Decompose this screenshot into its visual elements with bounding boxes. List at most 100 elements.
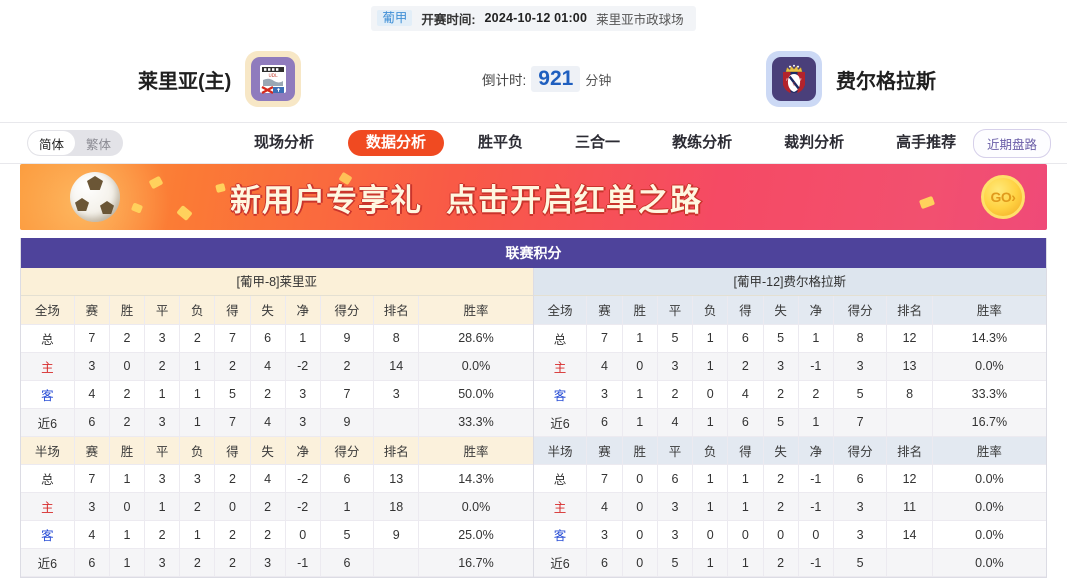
table-cell: 4 (657, 408, 694, 437)
table-row: 总 7 1 5 1 6 5 1 8 12 14.3% (533, 324, 1046, 353)
table-cell: 1 (179, 380, 216, 409)
table-cell: 4 (74, 520, 110, 549)
table-cell: 14.3% (932, 324, 1046, 353)
table-cell: 1 (622, 380, 658, 409)
countdown: 倒计时: 921 分钟 (482, 66, 611, 92)
table-cell: 12 (886, 464, 933, 493)
tab-three-in-one[interactable]: 三合一 (575, 134, 621, 151)
table-cell: 2 (214, 548, 251, 577)
table-cell: 28.6% (418, 324, 533, 353)
countdown-unit: 分钟 (585, 73, 612, 88)
table-cell: 1 (622, 408, 658, 437)
row-scope-label: 客 (533, 380, 588, 409)
svg-text:F: F (800, 78, 802, 82)
table-cell: 4 (250, 464, 286, 493)
column-header: 胜 (622, 436, 658, 465)
table-cell: 2 (179, 324, 216, 353)
table-cell: 3 (657, 352, 694, 381)
table-cell: 2 (798, 380, 834, 409)
table-cell: 8 (373, 324, 420, 353)
table-cell: 3 (833, 352, 888, 381)
table-cell: 1 (727, 548, 764, 577)
table-cell: 1 (144, 380, 181, 409)
table-cell: 3 (833, 520, 888, 549)
table-cell: 3 (586, 380, 623, 409)
table-cell: 2 (109, 324, 146, 353)
table-cell: 5 (833, 548, 888, 577)
navigation-bar: 简体 繁体 现场分析 数据分析 胜平负 三合一 教练分析 裁判分析 高手推荐 近… (0, 122, 1067, 164)
tab-expert-picks[interactable]: 高手推荐 (896, 134, 957, 151)
table-cell: 0.0% (932, 520, 1046, 549)
countdown-label: 倒计时: (482, 73, 527, 88)
tab-coach-analysis[interactable]: 教练分析 (672, 134, 733, 151)
table-cell: 5 (763, 408, 799, 437)
table-cell: 0 (109, 492, 146, 521)
tab-live-analysis[interactable]: 现场分析 (254, 134, 315, 151)
table-cell: 3 (657, 520, 694, 549)
column-header: 得分 (320, 296, 375, 325)
table-cell: 6 (586, 408, 623, 437)
table-cell: 13 (886, 352, 933, 381)
lang-traditional[interactable]: 繁体 (86, 137, 112, 152)
table-cell: 1 (692, 548, 729, 577)
column-header: 失 (250, 436, 286, 465)
column-header: 失 (763, 296, 799, 325)
table-cell: 9 (320, 408, 375, 437)
tab-win-draw-lose[interactable]: 胜平负 (478, 134, 524, 151)
promo-text-primary: 新用户专享礼 (230, 182, 422, 218)
table-cell: 0 (622, 464, 658, 493)
tab-referee-analysis[interactable]: 裁判分析 (784, 134, 845, 151)
row-scope-label: 总 (21, 464, 75, 493)
column-header: 平 (657, 296, 694, 325)
row-scope-label: 总 (533, 324, 588, 353)
table-cell: 1 (144, 492, 181, 521)
table-cell: 2 (214, 464, 251, 493)
table-cell: 1 (692, 492, 729, 521)
table-cell: 6 (833, 464, 888, 493)
away-team-block[interactable]: C F F 费尔格拉斯 (766, 51, 936, 107)
league-tag[interactable]: 葡甲 (377, 9, 413, 27)
row-scope-label: 近6 (533, 408, 588, 437)
table-cell: -1 (798, 352, 834, 381)
table-header-row: 半场赛胜平负得失净得分 排名 胜率 (533, 436, 1046, 465)
home-team-block[interactable]: 莱里亚(主) UDL (138, 51, 302, 107)
column-header: 排名 (886, 436, 933, 465)
table-cell: 2 (109, 380, 146, 409)
table-cell: 3 (144, 324, 181, 353)
away-half-table: 半场赛胜平负得失净得分 排名 胜率总 7 0 6 1 1 2 -1 6 12 0.0% 主 4 0 3 1 1 2 -1… (533, 436, 1046, 577)
away-standings-side: [葡甲-12]费尔格拉斯 全场赛胜平负得失净得分 排名 胜率总 7 1 5 1 6 5 1 8 12 1… (533, 268, 1046, 577)
table-cell: 7 (214, 408, 251, 437)
table-cell: 2 (179, 548, 216, 577)
table-row: 主 4 0 3 1 1 2 -1 3 11 0.0% (533, 492, 1046, 521)
gold-coin-icon[interactable]: GO› (981, 175, 1025, 219)
table-cell: 8 (833, 324, 888, 353)
table-cell: 1 (285, 324, 321, 353)
row-scope-label: 主 (21, 352, 75, 381)
table-cell: 4 (586, 352, 623, 381)
column-header: 胜 (109, 296, 146, 325)
leiria-crest-icon: UDL (245, 51, 302, 107)
table-row: 主 3 0 2 1 2 4 -2 2 14 0.0% (21, 352, 533, 381)
language-toggle[interactable]: 简体 繁体 (28, 131, 123, 155)
table-cell: 5 (657, 548, 694, 577)
svg-text:UDL: UDL (269, 73, 279, 79)
row-scope-label: 客 (533, 520, 588, 549)
table-cell: 0 (763, 520, 799, 549)
match-meta-pill: 葡甲 开赛时间: 2024-10-12 01:00 莱里亚市政球场 (371, 5, 696, 31)
promo-banner[interactable]: 新用户专享礼 点击开启红单之路 GO› (20, 164, 1047, 230)
table-cell: 1 (798, 324, 834, 353)
tab-data-analysis[interactable]: 数据分析 (348, 130, 445, 156)
table-cell: 2 (763, 548, 799, 577)
row-scope-label: 近6 (21, 548, 75, 577)
column-header: 净 (798, 436, 834, 465)
table-cell: 0.0% (418, 492, 533, 521)
column-header: 全场 (533, 296, 588, 325)
lang-simplified[interactable]: 简体 (28, 131, 76, 155)
recent-odds-button[interactable]: 近期盘路 (972, 128, 1051, 158)
table-cell: -2 (285, 464, 321, 493)
table-cell: 1 (798, 408, 834, 437)
table-row: 客 3 1 2 0 4 2 2 5 8 33.3% (533, 380, 1046, 409)
table-cell: 33.3% (418, 408, 533, 437)
table-cell: 14 (886, 520, 933, 549)
table-cell: 1 (179, 352, 216, 381)
